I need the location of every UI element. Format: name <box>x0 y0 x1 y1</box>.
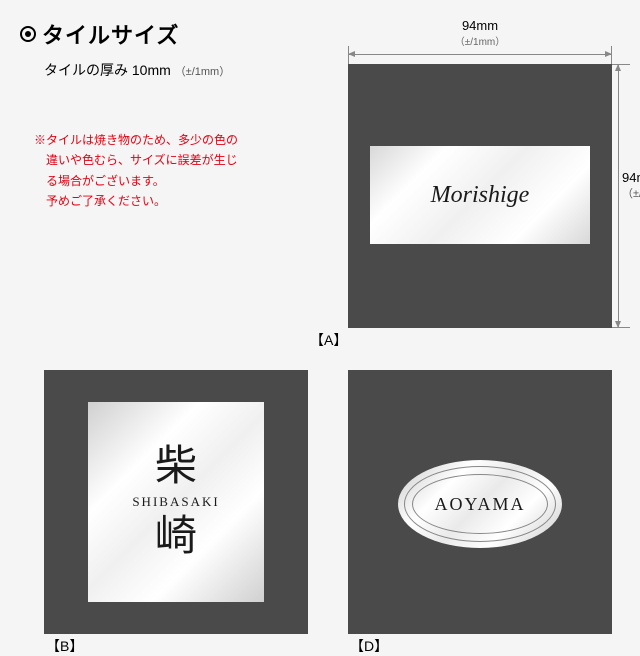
nameplate-b: 柴 SHIBASAKI 崎 <box>88 402 264 602</box>
notice-text: ※タイルは焼き物のため、多少の色の 違いや色むら、サイズに誤差が生じ る場合がご… <box>34 130 294 212</box>
thickness-tolerance: （±/1mm） <box>175 66 231 78</box>
dimension-height: 94mm （±/1mm） <box>622 170 640 201</box>
dim-width-value: 94mm <box>348 18 612 33</box>
nameplate-a-text: Morishige <box>431 182 530 209</box>
dim-width-tolerance: （±/1mm） <box>348 33 612 48</box>
tile-label-d: 【D】 <box>350 636 388 656</box>
tile-sample-a: Morishige 【A】 <box>348 64 612 328</box>
page-title: タイルサイズ <box>42 18 179 50</box>
tile-label-b: 【B】 <box>46 636 83 656</box>
dim-height-value: 94mm <box>622 170 640 187</box>
title-row: タイルサイズ <box>20 18 179 50</box>
tile-label-a: 【A】 <box>310 330 347 350</box>
thickness-label: タイルの厚み 10mm <box>44 62 171 78</box>
notice-line: 予めご了承ください。 <box>34 191 294 211</box>
notice-line: る場合がございます。 <box>34 171 294 191</box>
nameplate-b-kanji2: 崎 <box>155 516 197 558</box>
dim-height-tolerance: （±/1mm） <box>622 187 640 201</box>
notice-line: ※タイルは焼き物のため、多少の色の <box>34 130 294 150</box>
nameplate-d: AOYAMA <box>398 460 562 548</box>
nameplate-d-border-inner: AOYAMA <box>412 474 548 534</box>
dim-arrow-horizontal <box>348 54 612 55</box>
nameplate-a: Morishige <box>370 146 590 244</box>
dim-arrow-vertical <box>618 64 619 328</box>
tile-sample-d: AOYAMA 【D】 <box>348 370 612 634</box>
tile-sample-b: 柴 SHIBASAKI 崎 【B】 <box>44 370 308 634</box>
nameplate-d-text: AOYAMA <box>434 494 525 515</box>
subtitle: タイルの厚み 10mm （±/1mm） <box>44 60 230 80</box>
bullet-icon <box>20 26 36 42</box>
notice-line: 違いや色むら、サイズに誤差が生じ <box>34 150 294 170</box>
dimension-width: 94mm （±/1mm） <box>348 18 612 48</box>
nameplate-b-romaji: SHIBASAKI <box>132 494 219 510</box>
nameplate-b-kanji1: 柴 <box>155 446 197 488</box>
